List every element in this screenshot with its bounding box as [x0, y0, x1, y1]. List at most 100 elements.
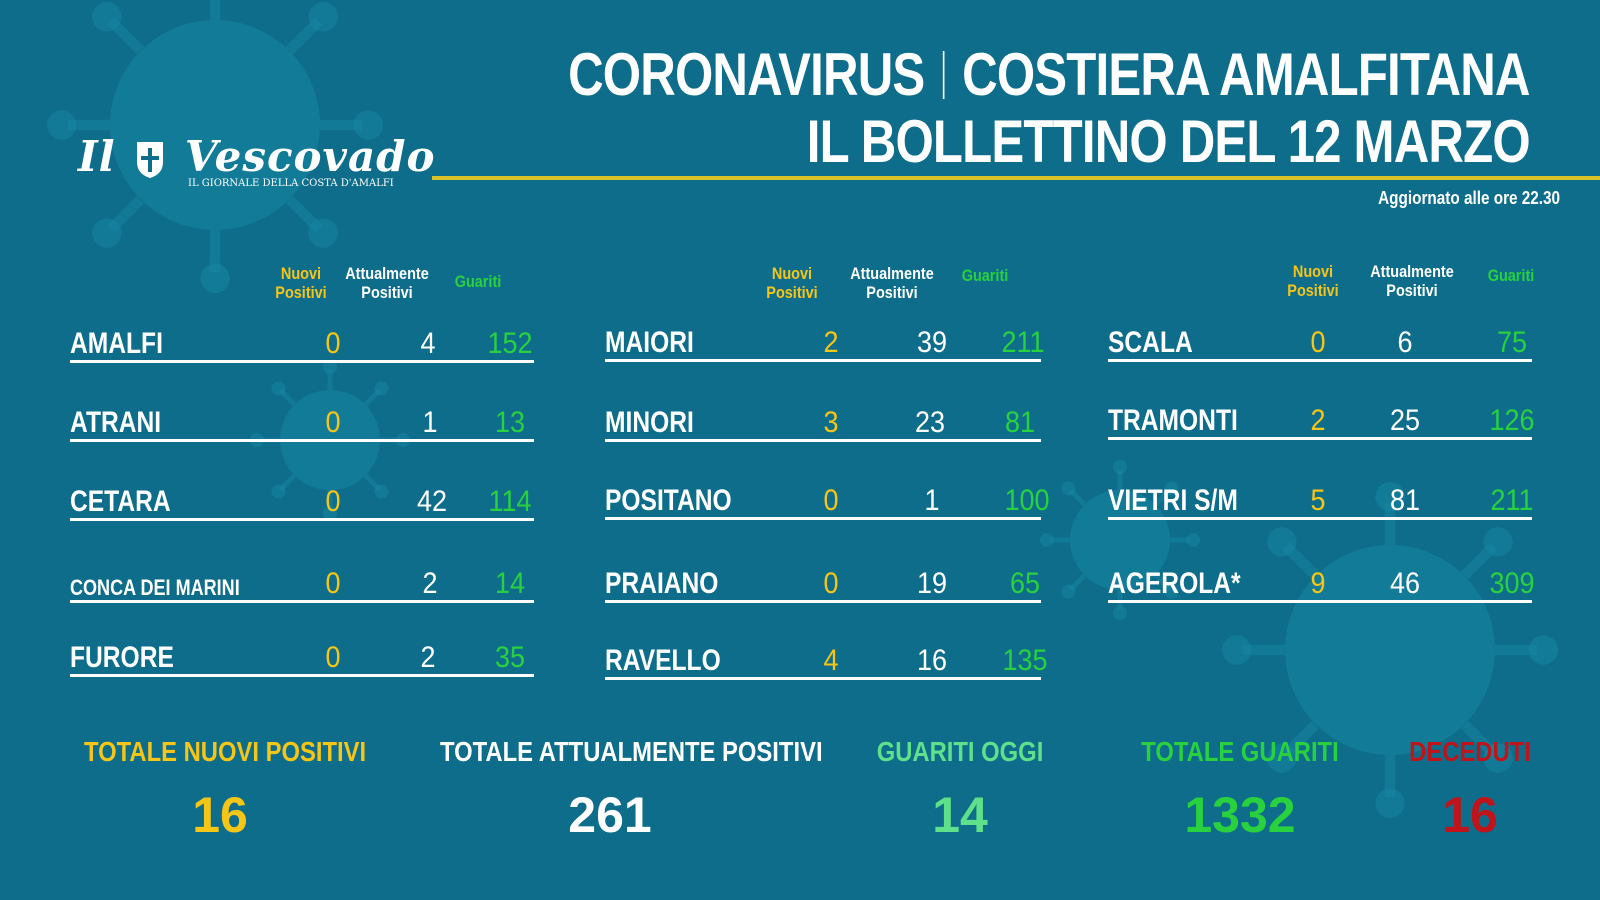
title-coronavirus: CORONAVIRUS — [568, 41, 925, 108]
row-attuali: 25 — [1389, 404, 1421, 437]
col-header-guariti-1: Guariti — [454, 272, 502, 291]
row-name: TRAMONTI — [1108, 404, 1238, 437]
row-attuali: 6 — [1397, 326, 1413, 359]
row-nuovi: 0 — [325, 485, 341, 518]
guariti-oggi-value: 14 — [932, 787, 988, 843]
title-costiera: COSTIERA AMALFITANA — [962, 41, 1531, 108]
row-nuovi: 3 — [823, 406, 839, 439]
col-header-guariti-3: Guariti — [1487, 266, 1535, 285]
vescovado-logo: Il Vescovado IL GIORNALE DELLA COSTA D'A… — [78, 132, 435, 194]
guariti-oggi-label: GUARITI OGGI — [876, 736, 1044, 767]
row-underline — [1108, 600, 1532, 603]
row-nuovi: 0 — [823, 567, 839, 600]
table-row: ATRANI 0 1 13 — [70, 392, 534, 442]
total-nuovi-label: TOTALE NUOVI POSITIVI — [84, 736, 367, 767]
col-header-nuovi-1: Nuovi Positivi — [269, 264, 334, 302]
row-underline — [70, 518, 534, 521]
row-guariti: 75 — [1496, 326, 1528, 359]
row-nuovi: 0 — [325, 641, 341, 674]
logo-name-left: Il — [78, 132, 116, 181]
col-header-nuovi-line1: Nuovi — [280, 264, 322, 283]
col-header-attuali-3: Attualmente Positivi — [1365, 262, 1459, 300]
row-nuovi: 0 — [325, 567, 341, 600]
table-row: MINORI 3 23 81 — [605, 392, 1041, 442]
row-guariti: 14 — [494, 567, 526, 600]
row-name: AMALFI — [70, 327, 163, 360]
row-guariti: 100 — [1004, 484, 1050, 517]
row-underline — [70, 600, 534, 603]
row-underline — [605, 359, 1041, 362]
col-header-nuovi-line2: Positivi — [275, 283, 327, 302]
row-nuovi: 0 — [325, 406, 341, 439]
col-header-nuovi-line2: Positivi — [766, 283, 818, 302]
row-nuovi: 0 — [325, 327, 341, 360]
row-attuali: 23 — [914, 406, 946, 439]
row-underline — [70, 674, 534, 677]
row-nuovi: 5 — [1310, 484, 1326, 517]
deceduti-value: 16 — [1442, 787, 1498, 843]
row-attuali: 1 — [924, 484, 940, 517]
row-attuali: 2 — [420, 641, 436, 674]
col-header-attuali-line1: Attualmente — [1370, 262, 1454, 281]
table-row: MAIORI 2 39 211 — [605, 312, 1045, 362]
table-row: AGEROLA* 9 46 309 — [1108, 553, 1535, 603]
row-guariti: 211 — [1490, 484, 1534, 517]
col-header-attuali-line2: Positivi — [1386, 281, 1438, 300]
row-name: POSITANO — [605, 484, 732, 517]
col-header-nuovi-line1: Nuovi — [771, 264, 813, 283]
row-name: PRAIANO — [605, 567, 719, 600]
row-underline — [605, 677, 1041, 680]
logo-name-right: Vescovado — [184, 132, 436, 181]
row-nuovi: 2 — [1310, 404, 1326, 437]
row-guariti: 211 — [1001, 326, 1045, 359]
title-underline — [432, 176, 1600, 180]
row-name: VIETRI S/M — [1108, 484, 1238, 517]
shield-icon — [137, 142, 164, 178]
row-guariti: 81 — [1004, 406, 1036, 439]
row-underline — [1108, 359, 1532, 362]
table-row: POSITANO 0 1 100 — [605, 470, 1050, 520]
col-header-nuovi-line2: Positivi — [1287, 281, 1339, 300]
table-row: CONCA DEI MARINI 0 2 14 — [70, 553, 534, 603]
page-subtitle: IL BOLLETTINO DEL 12 MARZO — [806, 108, 1531, 175]
logo-tagline: IL GIORNALE DELLA COSTA D'AMALFI — [188, 178, 394, 189]
row-guariti: 152 — [487, 327, 533, 360]
col-header-attuali-line1: Attualmente — [850, 264, 934, 283]
row-attuali: 81 — [1389, 484, 1421, 517]
col-header-nuovi-2: Nuovi Positivi — [760, 264, 825, 302]
col-header-guariti-2: Guariti — [961, 266, 1009, 285]
table-row: CETARA 0 42 114 — [70, 471, 534, 521]
row-underline — [1108, 437, 1532, 440]
table-row: RAVELLO 4 16 135 — [605, 630, 1048, 680]
row-name: RAVELLO — [605, 644, 721, 677]
table-row: VIETRI S/M 5 81 211 — [1108, 470, 1534, 520]
row-guariti: 35 — [494, 641, 526, 674]
col-header-nuovi-line1: Nuovi — [1292, 262, 1334, 281]
row-name: MINORI — [605, 406, 694, 439]
row-underline — [70, 360, 534, 363]
row-guariti: 65 — [1009, 567, 1041, 600]
row-attuali: 16 — [916, 644, 948, 677]
row-attuali: 42 — [416, 485, 448, 518]
updated-time: Aggiornato alle ore 22.30 — [1378, 188, 1560, 208]
row-name: SCALA — [1108, 326, 1193, 359]
row-attuali: 39 — [916, 326, 948, 359]
title-separator — [942, 50, 945, 99]
row-nuovi: 9 — [1310, 567, 1326, 600]
row-attuali: 19 — [916, 567, 948, 600]
total-guariti-label: TOTALE GUARITI — [1141, 736, 1339, 767]
row-name: AGEROLA* — [1108, 567, 1241, 600]
row-name: CONCA DEI MARINI — [70, 575, 240, 600]
col-header-attuali-line1: Attualmente — [345, 264, 429, 283]
row-nuovi: 2 — [823, 326, 839, 359]
row-underline — [605, 439, 1041, 442]
row-name: FURORE — [70, 641, 174, 674]
table-row: FURORE 0 2 35 — [70, 627, 534, 677]
logo-wordmark: Il Vescovado — [78, 132, 436, 181]
row-nuovi: 4 — [823, 644, 839, 677]
row-name: CETARA — [70, 485, 171, 518]
total-attuali-label: TOTALE ATTUALMENTE POSITIVI — [440, 736, 823, 767]
row-guariti: 126 — [1489, 404, 1535, 437]
col-header-attuali-1: Attualmente Positivi — [340, 264, 434, 302]
total-guariti-value: 1332 — [1184, 787, 1296, 843]
